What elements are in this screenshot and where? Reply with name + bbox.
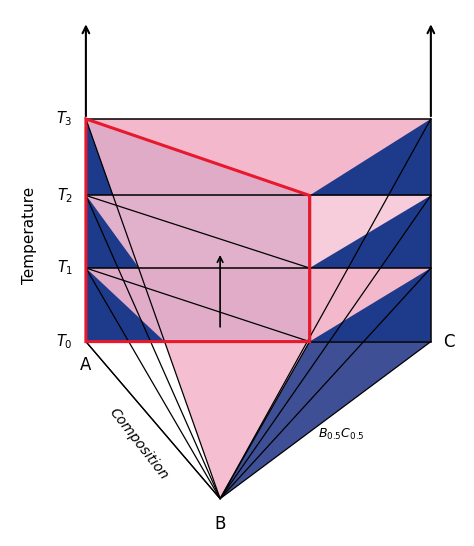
Text: C: C <box>443 333 454 351</box>
Polygon shape <box>86 119 310 195</box>
Polygon shape <box>220 119 431 498</box>
Polygon shape <box>86 119 431 498</box>
Text: Composition: Composition <box>106 406 171 483</box>
Text: $T_1$: $T_1$ <box>56 259 73 277</box>
Polygon shape <box>310 268 431 342</box>
Text: $B_{0.5}C_{0.5}$: $B_{0.5}C_{0.5}$ <box>318 427 365 442</box>
Polygon shape <box>310 119 431 195</box>
Polygon shape <box>86 195 138 268</box>
Polygon shape <box>86 119 113 195</box>
Text: $T_2$: $T_2$ <box>56 186 73 205</box>
Polygon shape <box>310 195 431 268</box>
Polygon shape <box>86 268 431 342</box>
Polygon shape <box>86 119 431 342</box>
Text: A: A <box>80 355 91 373</box>
Text: Temperature: Temperature <box>22 187 36 284</box>
Polygon shape <box>86 268 164 342</box>
Text: $T_3$: $T_3$ <box>56 110 73 128</box>
Text: $T_0$: $T_0$ <box>56 333 73 351</box>
Text: B: B <box>214 514 226 532</box>
Polygon shape <box>86 119 310 342</box>
Polygon shape <box>86 195 310 268</box>
Polygon shape <box>86 195 431 268</box>
Polygon shape <box>220 342 431 498</box>
Polygon shape <box>86 119 431 195</box>
Polygon shape <box>86 268 310 342</box>
